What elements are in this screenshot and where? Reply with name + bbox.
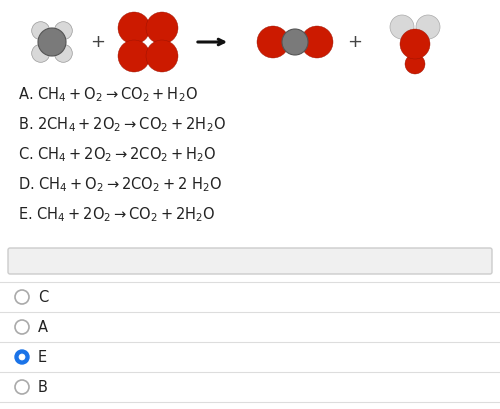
Text: C: C (38, 290, 48, 304)
Circle shape (19, 354, 25, 360)
Circle shape (405, 54, 425, 74)
Text: E. $\mathrm{CH_4 + 2O_2 \rightarrow CO_2 + 2H_2O}$: E. $\mathrm{CH_4 + 2O_2 \rightarrow CO_2… (18, 206, 216, 225)
FancyBboxPatch shape (8, 248, 492, 274)
Circle shape (54, 22, 72, 40)
Text: A. $\mathrm{CH_4 + O_2 \rightarrow CO_2 + H_2O}$: A. $\mathrm{CH_4 + O_2 \rightarrow CO_2 … (18, 85, 198, 104)
Circle shape (32, 22, 50, 40)
Text: B: B (38, 380, 48, 395)
Circle shape (257, 26, 289, 58)
Circle shape (118, 40, 150, 72)
Text: E: E (38, 350, 47, 364)
Circle shape (390, 15, 414, 39)
Text: +: + (90, 33, 106, 51)
Circle shape (282, 29, 308, 55)
Circle shape (15, 320, 29, 334)
Circle shape (15, 380, 29, 394)
Text: B. $\mathrm{2CH_4 + 2O_2 \rightarrow CO_2 + 2H_2O}$: B. $\mathrm{2CH_4 + 2O_2 \rightarrow CO_… (18, 116, 226, 134)
Circle shape (32, 44, 50, 62)
Text: +: + (348, 33, 362, 51)
Circle shape (416, 15, 440, 39)
Text: A: A (38, 319, 48, 335)
Circle shape (15, 290, 29, 304)
Circle shape (54, 44, 72, 62)
Circle shape (146, 40, 178, 72)
Circle shape (146, 12, 178, 44)
Text: D. $\mathrm{CH_4 + O_2 \rightarrow 2CO_2 + 2\ H_2O}$: D. $\mathrm{CH_4 + O_2 \rightarrow 2CO_2… (18, 175, 223, 194)
Circle shape (400, 29, 430, 59)
Text: C. $\mathrm{CH_4 + 2O_2 \rightarrow 2CO_2 + H_2O}$: C. $\mathrm{CH_4 + 2O_2 \rightarrow 2CO_… (18, 146, 216, 164)
Circle shape (38, 28, 66, 56)
Circle shape (118, 12, 150, 44)
Circle shape (301, 26, 333, 58)
Circle shape (15, 350, 29, 364)
